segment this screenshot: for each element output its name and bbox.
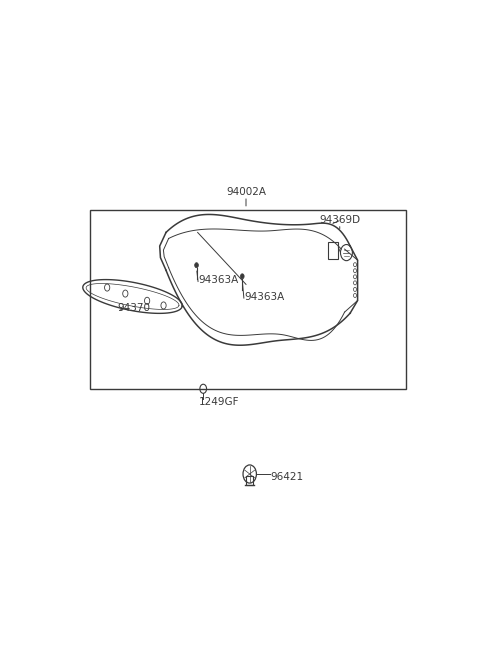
Text: 94363A: 94363A <box>198 275 239 286</box>
Text: 96421: 96421 <box>270 472 303 482</box>
Text: 94002A: 94002A <box>226 187 266 197</box>
Bar <box>328 242 338 259</box>
Text: 94370: 94370 <box>118 303 151 313</box>
Circle shape <box>240 274 244 279</box>
Text: 94369D: 94369D <box>319 215 360 225</box>
Circle shape <box>195 263 198 268</box>
Bar <box>90 210 406 389</box>
Text: 1249GF: 1249GF <box>199 398 240 407</box>
Text: 94363A: 94363A <box>244 292 284 302</box>
Bar <box>246 476 253 485</box>
